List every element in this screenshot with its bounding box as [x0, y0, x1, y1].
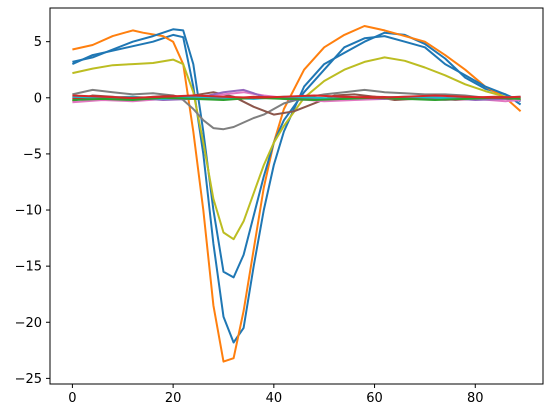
series-line-3: [72, 28, 522, 279]
y-tick-label: −5: [23, 147, 42, 162]
series-line-12: [72, 94, 521, 99]
y-axis: 5 0 −5 −10 −15 −20 −25: [15, 35, 50, 387]
series-line-4: [72, 56, 521, 241]
x-tick-label: 40: [266, 391, 283, 406]
series-layer: [71, 25, 522, 363]
y-tick-label: 0: [34, 91, 42, 106]
y-tick-label: −25: [15, 372, 42, 387]
x-axis: 0 20 40 60 80: [68, 384, 484, 406]
x-tick-label: 20: [165, 391, 182, 406]
series-line-11: [72, 96, 521, 101]
y-tick-label: −10: [15, 204, 42, 219]
x-tick-label: 60: [366, 391, 383, 406]
y-tick-label: −20: [15, 316, 42, 331]
y-tick-label: −15: [15, 260, 42, 275]
x-tick-label: 0: [68, 391, 76, 406]
x-tick-label: 80: [467, 391, 484, 406]
series-line-5: [72, 88, 521, 131]
y-tick-label: 5: [34, 35, 42, 50]
plot-frame: [49, 7, 544, 385]
series-line-2: [72, 25, 522, 363]
